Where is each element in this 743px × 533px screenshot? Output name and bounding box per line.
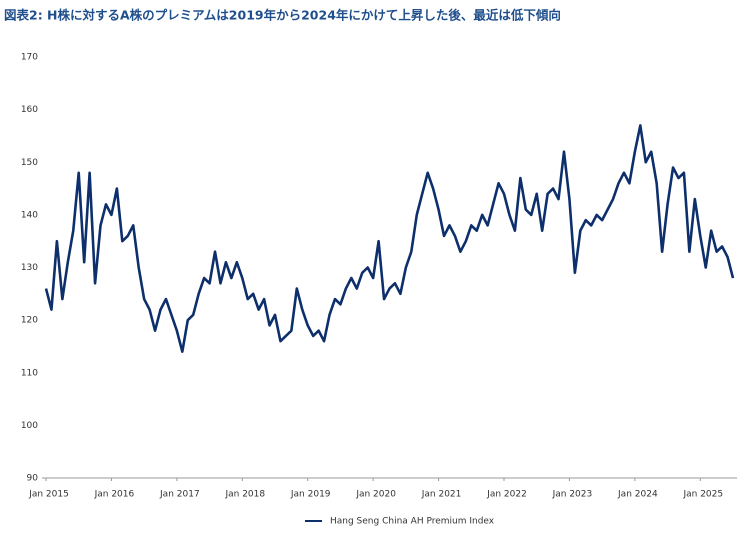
x-tick-label: Jan 2019 (290, 490, 331, 500)
y-tick-label: 160 (21, 105, 38, 115)
x-tick-label: Jan 2016 (94, 490, 135, 500)
y-tick-label: 120 (21, 316, 38, 326)
x-tick-label: Jan 2023 (552, 490, 593, 500)
x-tick-label: Jan 2021 (421, 490, 462, 500)
y-tick-label: 100 (21, 421, 38, 431)
y-tick-label: 130 (21, 263, 38, 273)
x-tick-label: Jan 2020 (355, 490, 396, 500)
x-tick-label: Jan 2015 (28, 490, 69, 500)
chart-title: 図表2: H株に対するA株のプレミアムは2019年から2024年にかけて上昇した… (4, 8, 561, 23)
x-tick-label: Jan 2025 (682, 490, 723, 500)
line (44, 124, 735, 353)
x-tick-label: Jan 2017 (159, 490, 200, 500)
y-tick-label: 170 (21, 53, 38, 63)
y-tick-label: 90 (27, 474, 39, 484)
y-tick-label: 110 (21, 368, 38, 378)
x-tick-label: Jan 2024 (617, 490, 658, 500)
legend-label: Hang Seng China AH Premium Index (330, 517, 495, 527)
x-tick-label: Jan 2022 (486, 490, 527, 500)
y-tick-label: 150 (21, 158, 38, 168)
y-tick-label: 140 (21, 210, 38, 220)
x-tick-label: Jan 2018 (224, 490, 265, 500)
